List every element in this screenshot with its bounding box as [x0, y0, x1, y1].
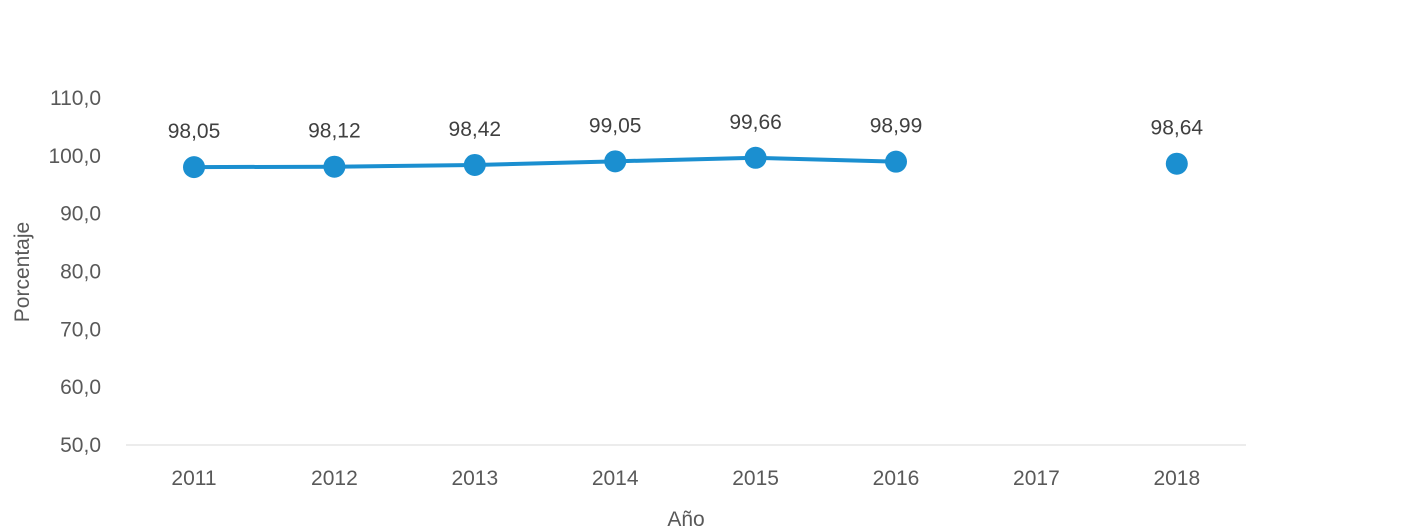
- y-tick-label: 100,0: [48, 145, 101, 168]
- y-tick-label: 90,0: [60, 203, 101, 226]
- data-label: 99,05: [589, 114, 642, 137]
- data-point: [1165, 152, 1188, 175]
- data-point: [323, 155, 346, 178]
- data-label: 98,05: [168, 120, 221, 143]
- data-point: [885, 150, 907, 173]
- y-axis-ticks: 50,0 60,0 70,0 80,0 90,0 100,0 110,0: [48, 87, 101, 457]
- data-label: 99,66: [729, 111, 782, 134]
- x-tick-label: 2014: [592, 467, 639, 490]
- y-tick-label: 60,0: [60, 376, 101, 399]
- data-point: [604, 150, 627, 173]
- x-tick-label: 2016: [873, 467, 920, 490]
- data-label: 98,64: [1151, 117, 1204, 140]
- series-group: 98,05 98,12 98,42 99,05 99,66 98,99 98,64: [168, 111, 1204, 179]
- x-axis-ticks: 2011 2012 2013 2014 2015 2016 2017 2018: [171, 467, 1200, 490]
- y-tick-label: 110,0: [50, 87, 101, 110]
- y-axis-title: Porcentaje: [11, 222, 34, 322]
- x-axis-title: Año: [667, 508, 704, 531]
- data-point: [463, 153, 486, 176]
- x-tick-label: 2018: [1153, 467, 1200, 490]
- data-point: [744, 146, 767, 169]
- y-tick-label: 80,0: [60, 261, 101, 284]
- x-tick-label: 2015: [732, 467, 779, 490]
- y-tick-label: 70,0: [60, 318, 101, 341]
- data-label: 98,12: [308, 120, 361, 143]
- series-line: [193, 155, 897, 170]
- data-label: 98,42: [449, 118, 502, 141]
- data-point: [183, 156, 205, 179]
- x-tick-label: 2013: [451, 467, 498, 490]
- x-tick-label: 2012: [311, 467, 358, 490]
- data-label: 98,99: [870, 115, 923, 138]
- x-tick-label: 2011: [171, 467, 216, 490]
- y-tick-label: 50,0: [60, 434, 101, 457]
- x-tick-label: 2017: [1013, 467, 1060, 490]
